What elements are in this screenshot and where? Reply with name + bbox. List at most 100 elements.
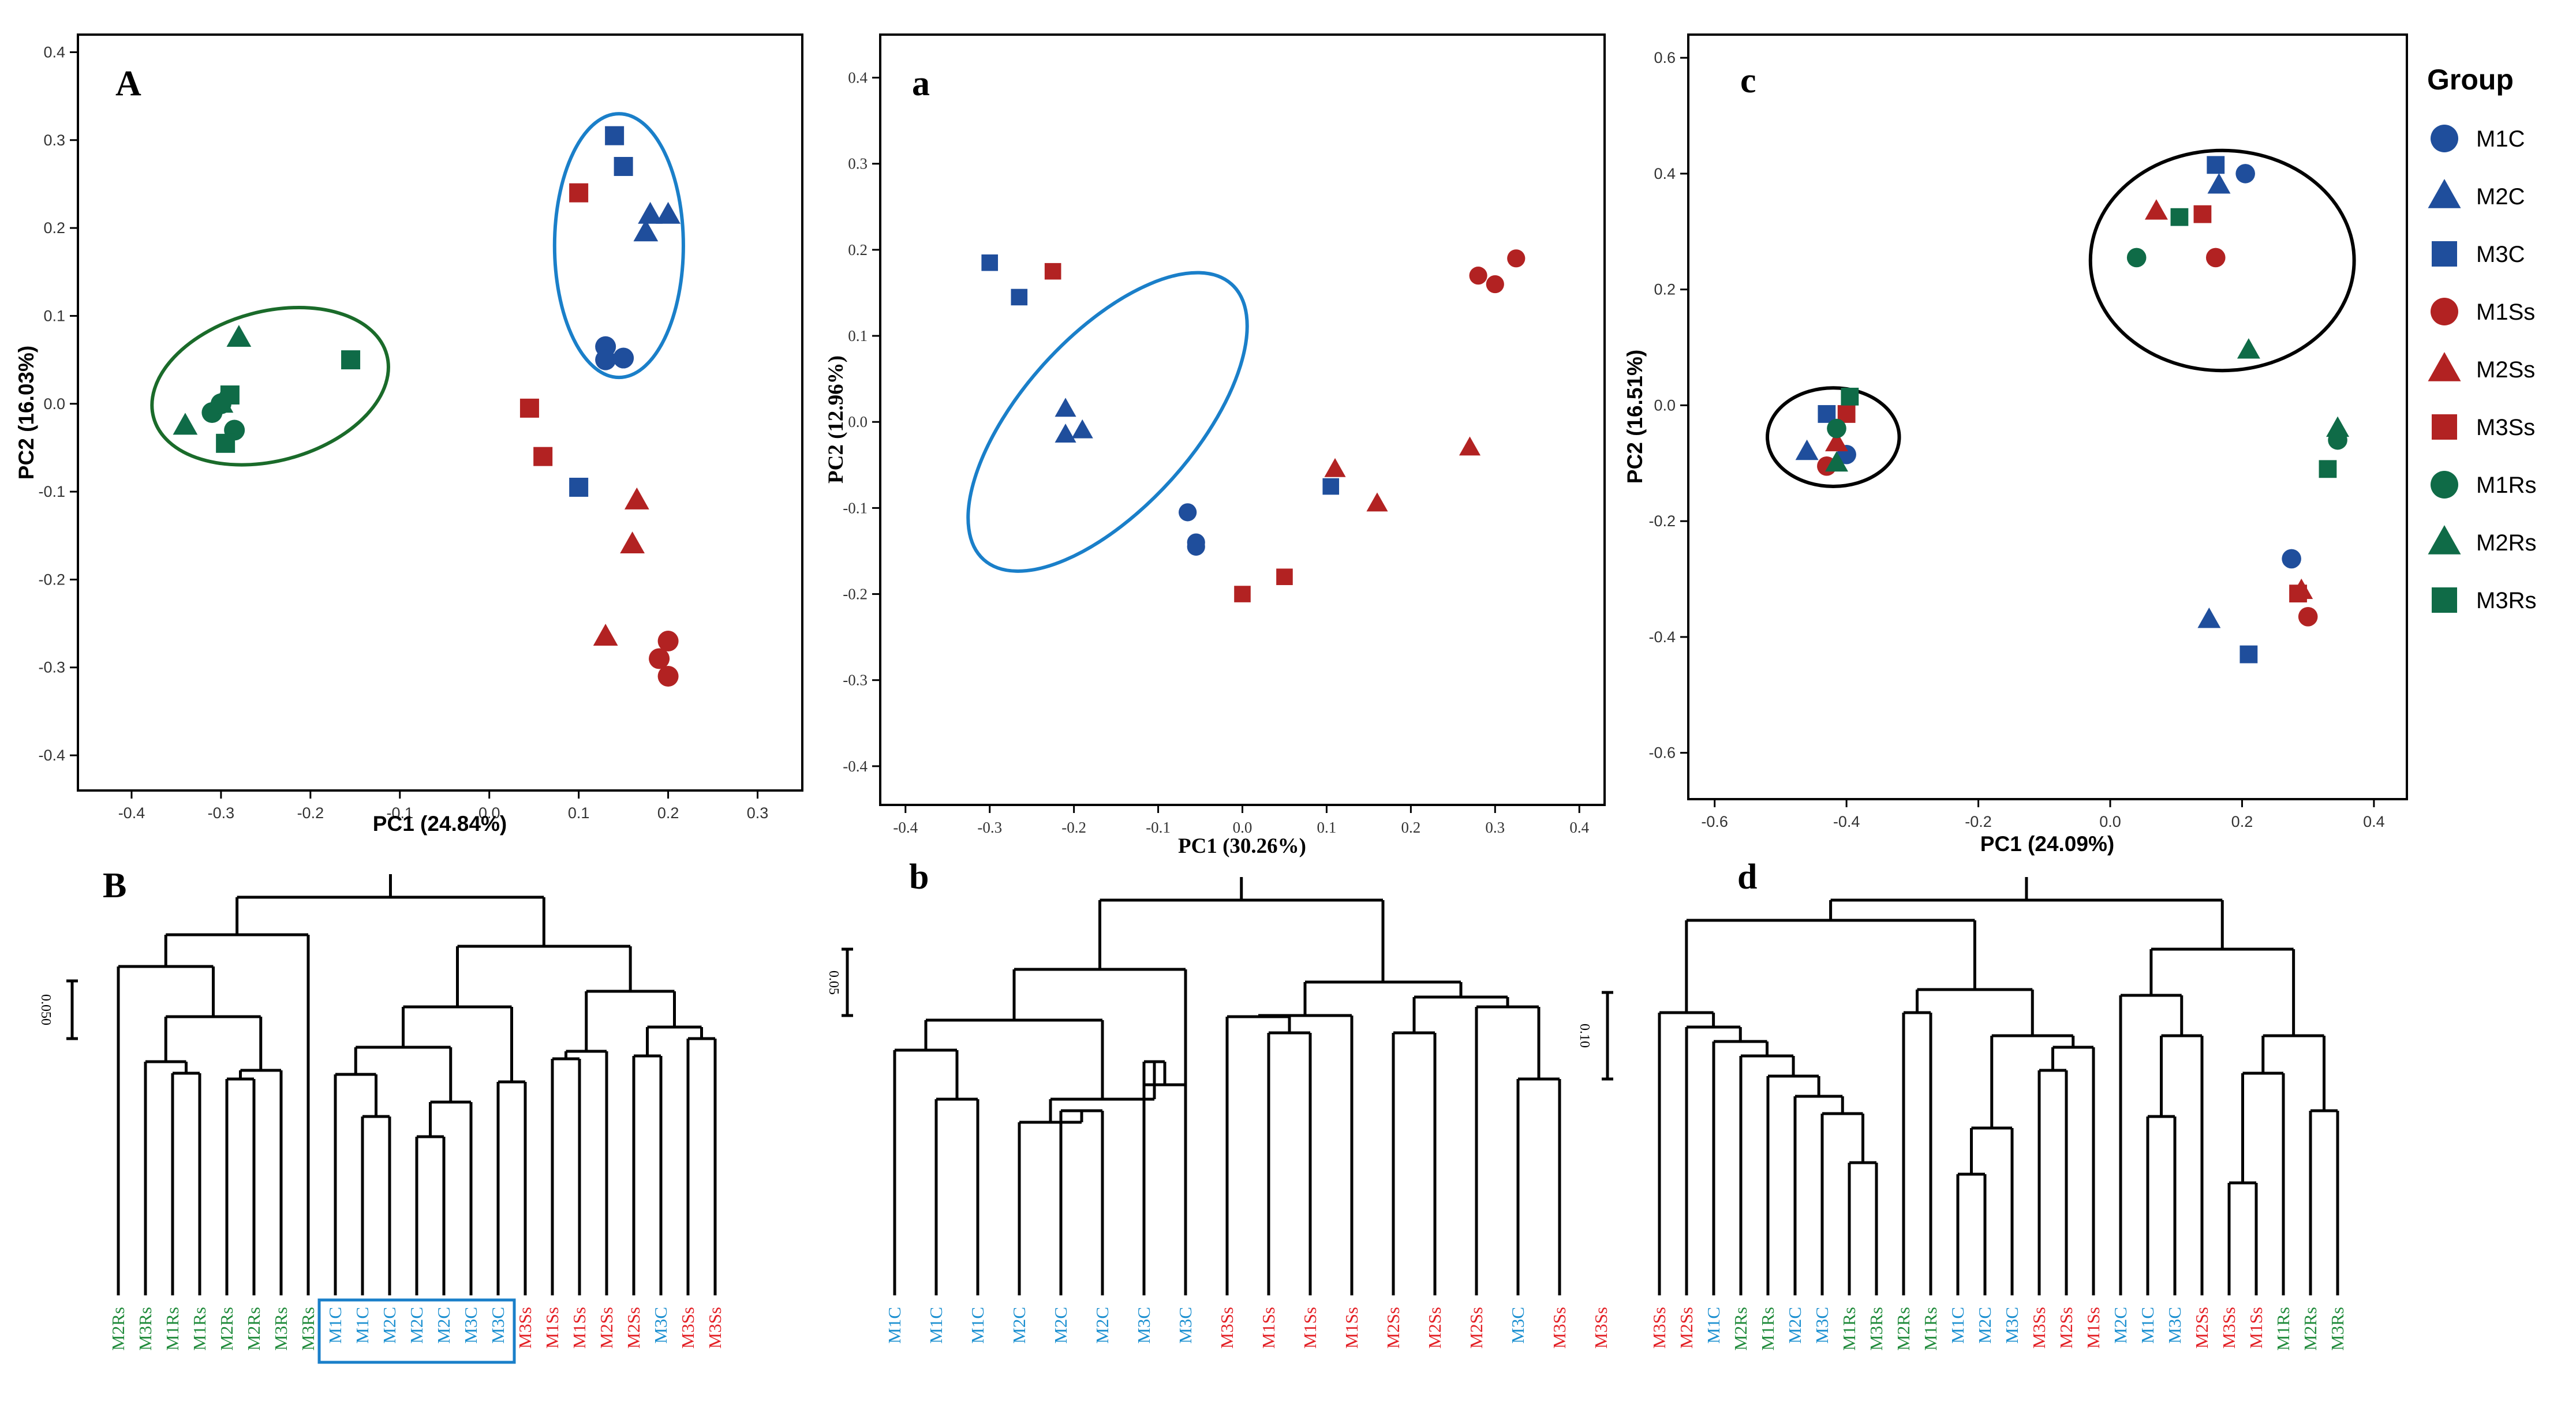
cluster-ellipse bbox=[966, 271, 1249, 573]
cluster-ellipse bbox=[552, 112, 685, 380]
x-tick-label: -0.2 bbox=[1061, 819, 1086, 836]
x-tick-label: 0.4 bbox=[1569, 819, 1589, 836]
leaf-label: M2Ss bbox=[1425, 1307, 1445, 1348]
x-tick-label: 0.4 bbox=[2363, 813, 2385, 830]
leaf-label: M1Rs bbox=[1920, 1307, 1941, 1351]
leaf-label: M1Ss bbox=[1341, 1307, 1362, 1348]
panel-A-label: A bbox=[115, 64, 141, 103]
x-tick-label: 0.2 bbox=[2231, 813, 2253, 830]
leaf-label: M1Rs bbox=[1839, 1307, 1859, 1351]
pca-panel-a: a -0.4 -0.3 -0.2 -0.1 0.0 0.1 0.2 0.3 0.4 -0.4-0… bbox=[824, 33, 1606, 858]
leaf-label: M2C bbox=[379, 1307, 399, 1344]
panel-d-leaves: M3Ss M2Ss M1C M2Rs M1Rs M2C M3C M1Rs M3Rs M2Rs M1R… bbox=[1649, 1307, 2347, 1351]
point-m3ss bbox=[1234, 586, 1251, 602]
x-tick-label: -0.6 bbox=[1701, 813, 1728, 830]
point-m1c bbox=[2235, 164, 2255, 183]
point-m2c bbox=[638, 201, 663, 224]
legend-title: Group bbox=[2427, 63, 2514, 96]
leaf-label: M2C bbox=[2110, 1307, 2130, 1344]
point-m2c bbox=[2197, 607, 2221, 628]
point-m1ss bbox=[1507, 249, 1526, 268]
point-m2ss bbox=[1324, 458, 1346, 477]
panel-b-scale-label: 0.05 bbox=[826, 971, 841, 995]
y-tick-label: 0.6 bbox=[1654, 49, 1676, 66]
leaf-label: M3C bbox=[650, 1307, 671, 1344]
panel-B-leaves: M2Rs M3Rs M1Rs M1Rs M2Rs M2Rs M3Rs M3Rs M1C M1C M2… bbox=[108, 1298, 725, 1364]
legend-label-m1ss: M1Ss bbox=[2476, 299, 2535, 325]
cluster-ellipse bbox=[1766, 386, 1901, 488]
point-m3ss bbox=[2289, 585, 2307, 603]
point-m3rs bbox=[220, 385, 240, 405]
point-m2c bbox=[1055, 424, 1076, 443]
point-m3ss bbox=[1044, 263, 1061, 280]
leaf-label: M2C bbox=[406, 1307, 427, 1344]
leaf-label: M1Rs bbox=[2273, 1307, 2293, 1351]
x-tick-label: 0.3 bbox=[747, 804, 769, 822]
panel-c-xticks: -0.6 -0.4 -0.2 0.0 0.2 0.4 bbox=[1701, 799, 2385, 830]
point-m2c bbox=[633, 219, 659, 242]
point-m2ss bbox=[593, 624, 618, 646]
legend-label-m3c: M3C bbox=[2476, 242, 2525, 267]
leaf-label: M2Ss bbox=[1383, 1307, 1403, 1348]
y-tick-label: 0.2 bbox=[1654, 281, 1676, 298]
point-m3c bbox=[2239, 645, 2258, 664]
point-m3ss bbox=[2193, 205, 2212, 223]
x-tick-label: -0.3 bbox=[208, 804, 235, 822]
point-m3c bbox=[1322, 478, 1340, 495]
point-m2rs bbox=[173, 413, 198, 435]
point-m1c bbox=[613, 347, 634, 369]
x-tick-label: -0.1 bbox=[387, 804, 414, 822]
leaf-label: M1Rs bbox=[162, 1307, 182, 1351]
x-tick-label: 0.0 bbox=[478, 804, 500, 822]
panel-A-ellipses bbox=[150, 112, 685, 467]
leaf-label: M3Rs bbox=[1866, 1307, 1886, 1351]
x-tick-label: -0.2 bbox=[297, 804, 324, 822]
leaf-label: M1Ss bbox=[2083, 1307, 2103, 1348]
leaf-label: M1Rs bbox=[189, 1307, 210, 1351]
y-tick-label: -0.3 bbox=[38, 659, 65, 676]
leaf-label: M2Ss bbox=[2056, 1307, 2076, 1348]
leaf-label: M3Rs bbox=[2327, 1307, 2347, 1351]
legend-marker-m2c bbox=[2428, 179, 2461, 208]
legend-label-m2ss: M2Ss bbox=[2476, 357, 2535, 383]
legend-marker-m1c bbox=[2431, 125, 2458, 152]
leaf-label: M2Ss bbox=[1676, 1307, 1696, 1348]
legend-marker-m3c bbox=[2432, 241, 2457, 267]
point-m3rs bbox=[2319, 460, 2337, 478]
panel-a-frame bbox=[879, 33, 1606, 806]
legend: Group M1C M2C M3C M1Ss M2Ss M3Ss M1Rs M2Rs M3Rs bbox=[2427, 63, 2536, 613]
point-m1ss bbox=[2298, 607, 2318, 627]
leaf-label: M2Rs bbox=[216, 1307, 237, 1351]
y-tick-label: 0.4 bbox=[1654, 165, 1676, 182]
point-m3ss bbox=[1276, 568, 1293, 586]
y-tick-label: 0.2 bbox=[43, 219, 65, 237]
point-m1rs bbox=[2126, 248, 2147, 268]
leaf-label: M1C bbox=[926, 1307, 946, 1344]
legend-marker-m1ss bbox=[2431, 298, 2458, 325]
point-m2ss bbox=[620, 531, 645, 554]
point-m2c bbox=[2207, 173, 2231, 194]
x-tick-label: -0.1 bbox=[1146, 819, 1171, 836]
point-m2rs bbox=[2326, 416, 2350, 437]
y-tick-label: -0.3 bbox=[843, 672, 868, 689]
y-tick-label: -0.4 bbox=[843, 758, 868, 775]
dendrogram-panel-b: b 0.05 M1C M1C M1C M2C M2C M2C M3C M3C M3Ss M1Ss M… bbox=[826, 857, 1611, 1348]
leaf-label: M3C bbox=[488, 1307, 508, 1344]
panel-b-tree bbox=[893, 877, 1561, 1295]
x-tick-label: 0.3 bbox=[1485, 819, 1505, 836]
leaf-label: M3C bbox=[1812, 1307, 1832, 1344]
point-m2c bbox=[1055, 398, 1076, 417]
leaf-label: M2Ss bbox=[2192, 1307, 2212, 1348]
point-m1c bbox=[595, 349, 616, 370]
leaf-label: M1C bbox=[352, 1307, 372, 1344]
leaf-label: M3Ss bbox=[1591, 1307, 1611, 1348]
point-m3c bbox=[2207, 156, 2225, 174]
leaf-label: M3Rs bbox=[135, 1307, 155, 1351]
panel-c-label: c bbox=[1740, 61, 1756, 100]
leaf-label: M1Rs bbox=[1758, 1307, 1778, 1351]
x-tick-label: -0.3 bbox=[977, 819, 1002, 836]
point-m2rs bbox=[1825, 451, 1848, 472]
point-m1ss bbox=[2205, 248, 2226, 268]
point-m2c bbox=[1071, 419, 1093, 439]
pca-panel-A: A -0.4 -0.3 -0.2 -0.1 0.0 0.1 0.2 0.3 -0.4-0.3-… bbox=[14, 33, 803, 835]
